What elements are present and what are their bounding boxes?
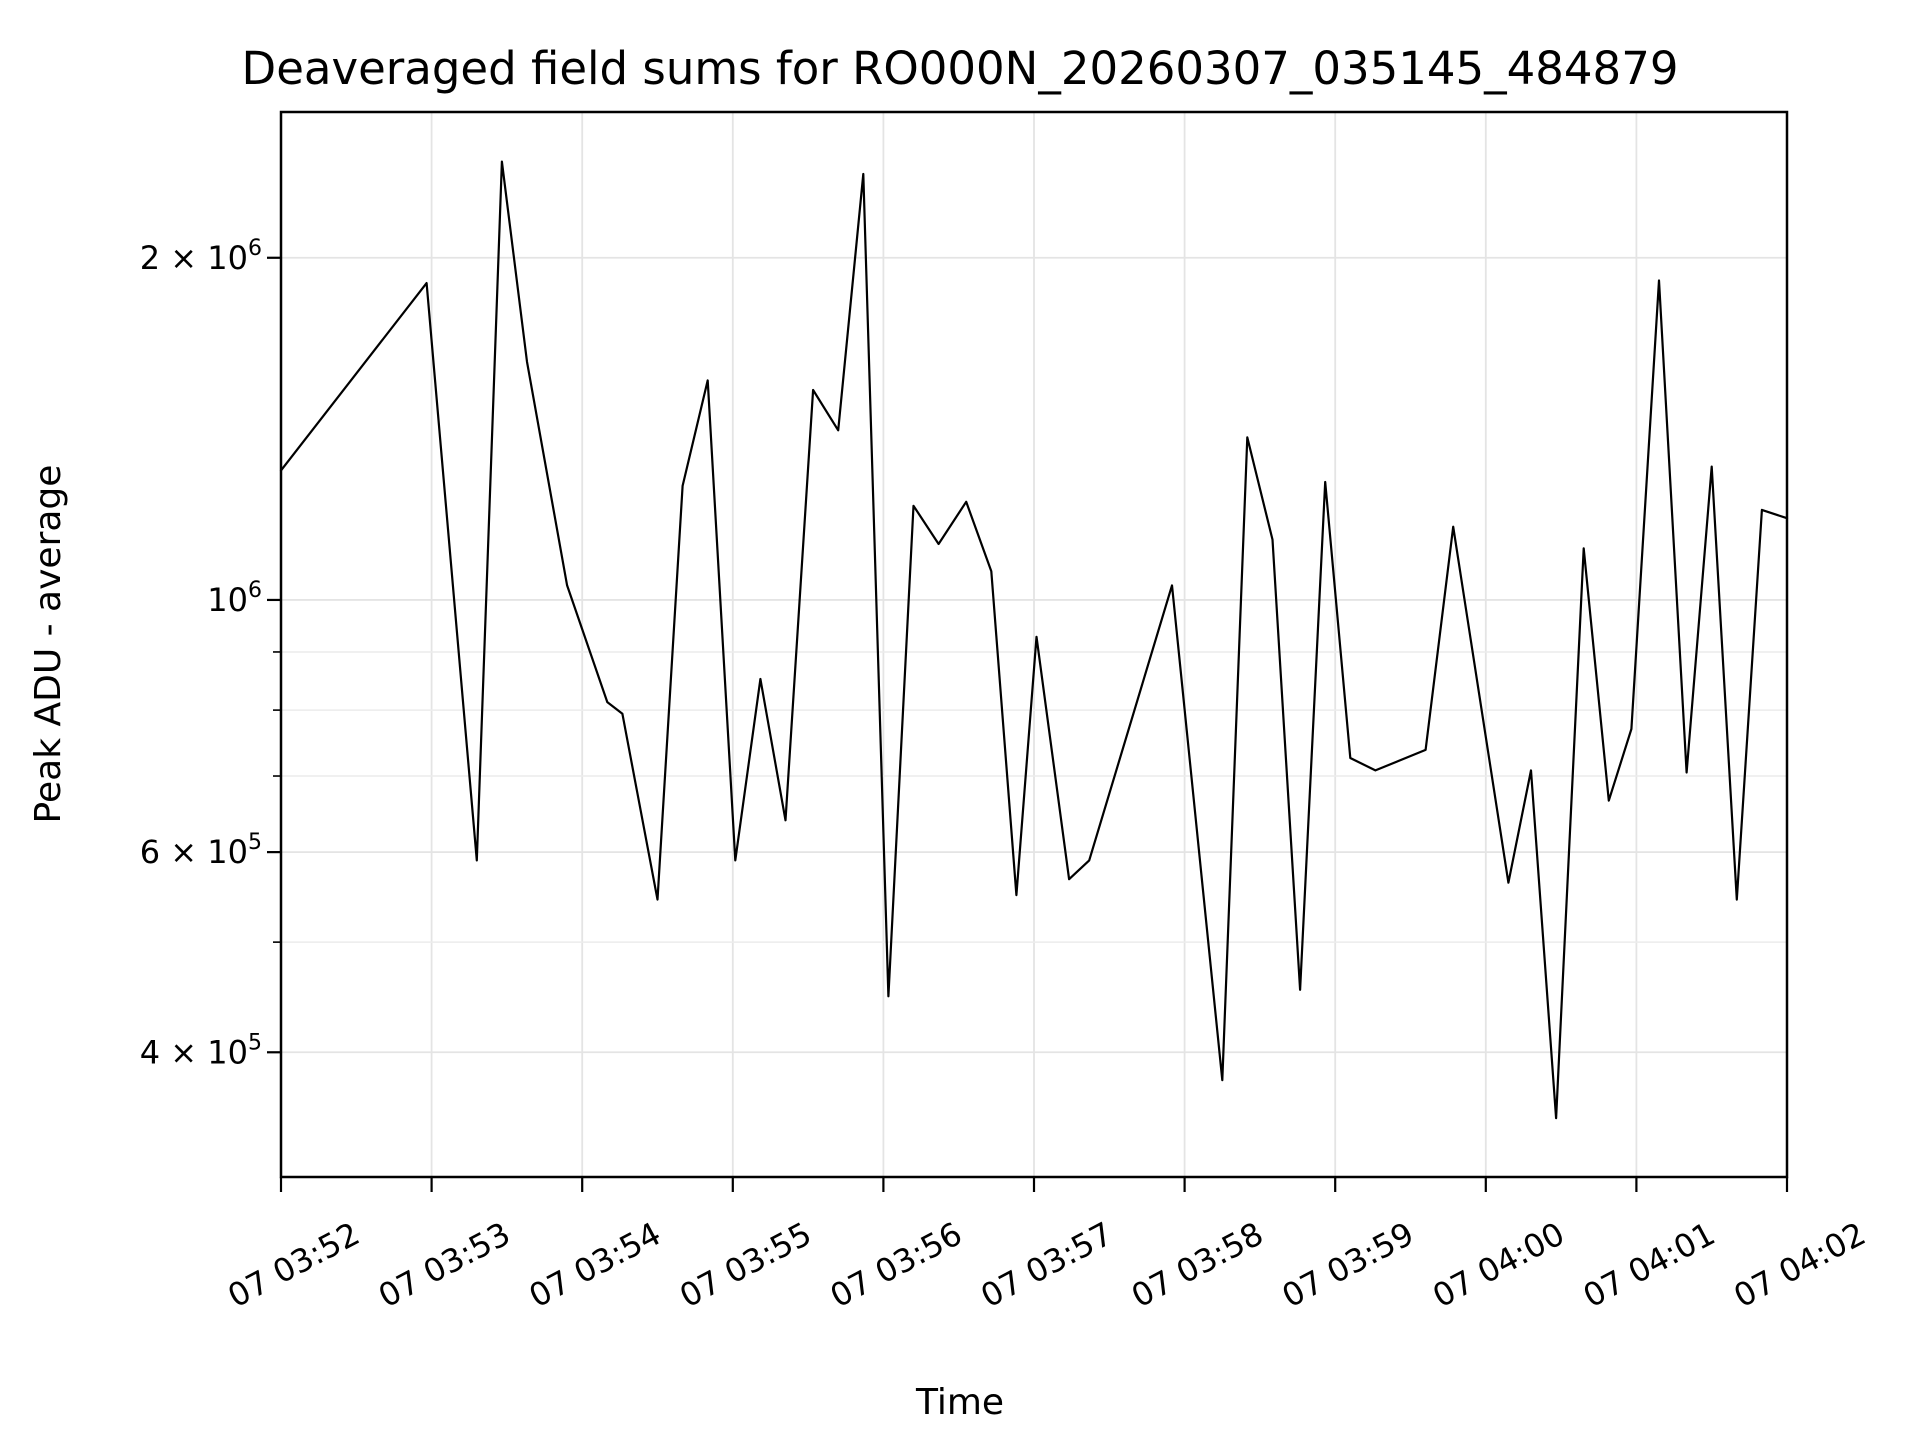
x-tick-label: 07 03:53 (372, 1215, 516, 1316)
x-tick-label: 07 04:01 (1577, 1215, 1721, 1316)
y-tick-label: 6 × 105 (140, 830, 262, 871)
y-tick-label: 4 × 105 (140, 1030, 262, 1071)
y-tick-label: 106 (207, 578, 262, 619)
x-tick-label: 07 03:55 (673, 1215, 817, 1316)
x-tick-label: 07 04:02 (1728, 1215, 1872, 1316)
x-tick-label: 07 03:56 (824, 1215, 968, 1316)
x-tick-label: 07 03:54 (523, 1215, 667, 1316)
data-line (279, 160, 1789, 1120)
plot-border (279, 110, 1789, 1179)
x-tick-label: 07 04:00 (1426, 1215, 1570, 1316)
chart-title: Deaveraged field sums for RO000N_2026030… (242, 42, 1679, 95)
y-axis-label: Peak ADU - average (28, 465, 69, 824)
x-tick-label: 07 03:57 (975, 1215, 1119, 1316)
x-tick-label: 07 03:59 (1276, 1215, 1420, 1316)
x-tick-label: 07 03:52 (222, 1215, 366, 1316)
x-tick-label: 07 03:58 (1125, 1215, 1269, 1316)
data-series (279, 160, 1789, 1120)
y-tick-label: 2 × 106 (140, 236, 262, 277)
axis-ticks (267, 256, 1789, 1192)
x-axis-label: Time (915, 1382, 1004, 1423)
